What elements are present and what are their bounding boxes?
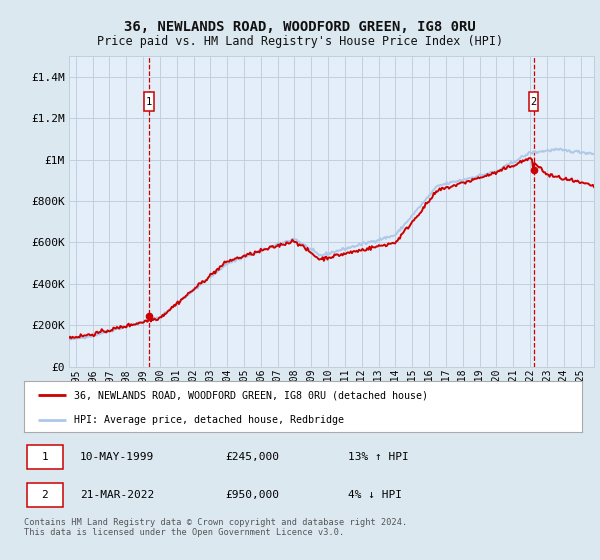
Text: 1: 1 xyxy=(146,96,152,106)
Text: £950,000: £950,000 xyxy=(225,490,279,500)
Text: 10-MAY-1999: 10-MAY-1999 xyxy=(80,452,154,462)
Text: 2: 2 xyxy=(41,490,48,500)
Text: 36, NEWLANDS ROAD, WOODFORD GREEN, IG8 0RU (detached house): 36, NEWLANDS ROAD, WOODFORD GREEN, IG8 0… xyxy=(74,390,428,400)
Text: Price paid vs. HM Land Registry's House Price Index (HPI): Price paid vs. HM Land Registry's House … xyxy=(97,35,503,48)
Text: 1: 1 xyxy=(41,452,48,462)
Text: £245,000: £245,000 xyxy=(225,452,279,462)
Text: 2: 2 xyxy=(530,96,537,106)
Text: 21-MAR-2022: 21-MAR-2022 xyxy=(80,490,154,500)
FancyBboxPatch shape xyxy=(145,92,154,111)
Text: Contains HM Land Registry data © Crown copyright and database right 2024.
This d: Contains HM Land Registry data © Crown c… xyxy=(24,518,407,538)
Text: HPI: Average price, detached house, Redbridge: HPI: Average price, detached house, Redb… xyxy=(74,415,344,425)
Text: 36, NEWLANDS ROAD, WOODFORD GREEN, IG8 0RU: 36, NEWLANDS ROAD, WOODFORD GREEN, IG8 0… xyxy=(124,20,476,34)
FancyBboxPatch shape xyxy=(529,92,538,111)
FancyBboxPatch shape xyxy=(27,483,63,507)
FancyBboxPatch shape xyxy=(27,445,63,469)
Text: 4% ↓ HPI: 4% ↓ HPI xyxy=(347,490,401,500)
Text: 13% ↑ HPI: 13% ↑ HPI xyxy=(347,452,409,462)
